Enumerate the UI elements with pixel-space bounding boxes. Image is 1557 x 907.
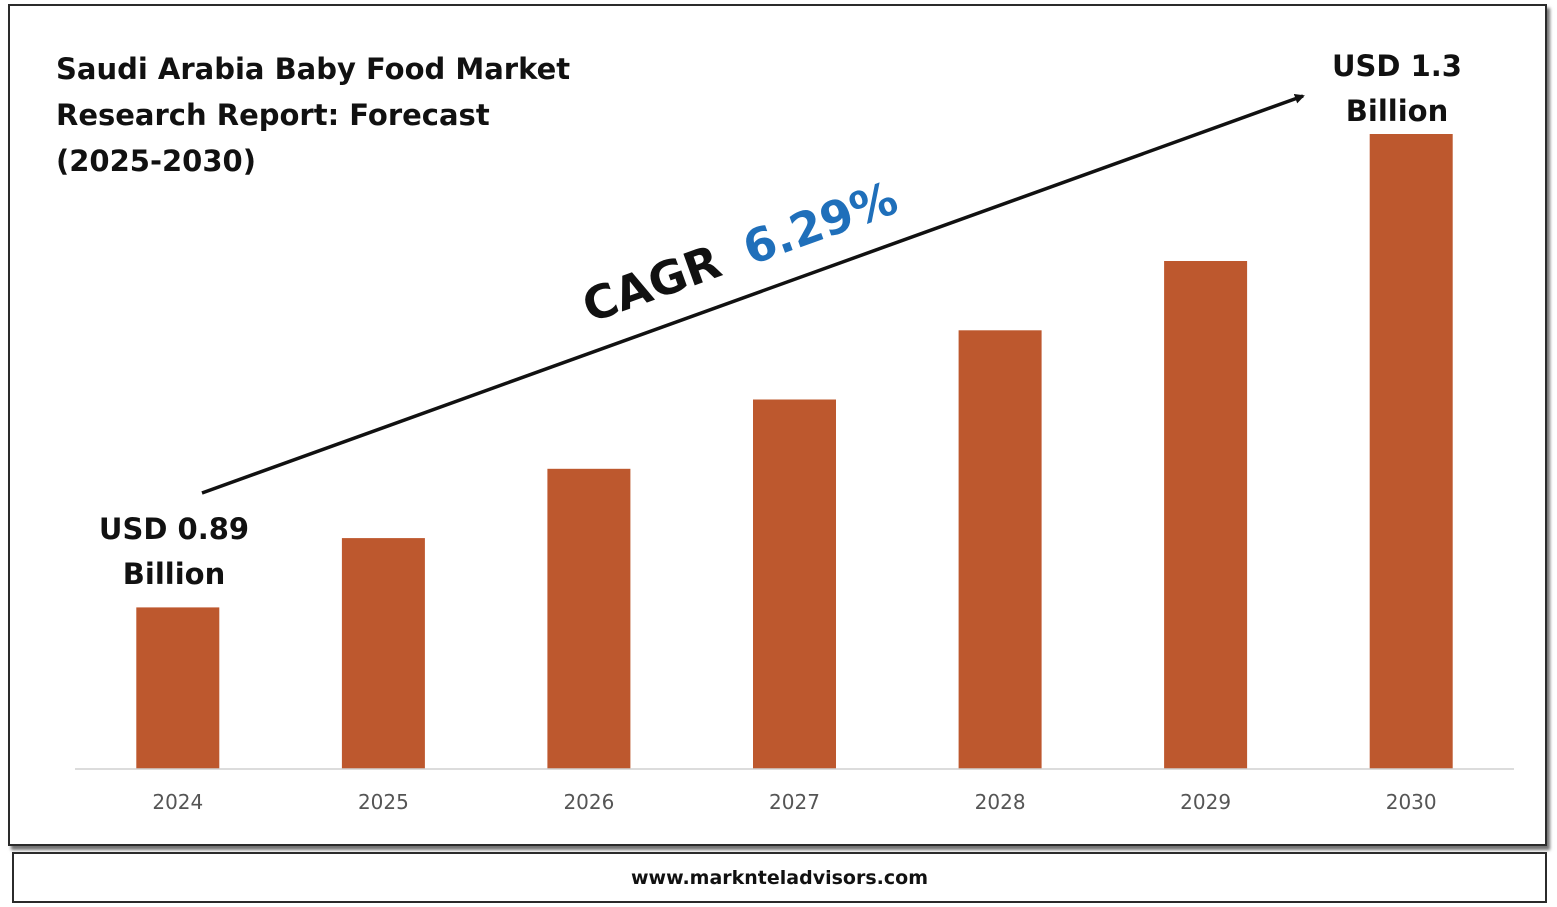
- bars: [136, 134, 1453, 769]
- bar-2024: [136, 607, 220, 769]
- chart-title-line-1: Saudi Arabia Baby Food Market: [56, 52, 571, 86]
- x-tick-labels: 2024 2025 2026 2027 2028 2029 2030: [152, 790, 1436, 814]
- x-tick-label-2028: 2028: [975, 790, 1026, 814]
- x-tick-label-2029: 2029: [1180, 790, 1231, 814]
- cagr-label: CAGR: [575, 234, 727, 333]
- chart-title-line-3: (2025-2030): [56, 144, 256, 178]
- cagr-annotation: CAGR 6.29%: [575, 171, 904, 334]
- cagr-value: 6.29%: [736, 171, 904, 276]
- bar-2026: [547, 468, 631, 769]
- footer-url[interactable]: www.marknteladvisors.com: [631, 866, 928, 889]
- x-tick-label-2025: 2025: [358, 790, 409, 814]
- x-tick-label-2027: 2027: [769, 790, 820, 814]
- chart-title: Saudi Arabia Baby Food Market Research R…: [56, 46, 616, 184]
- x-tick-label-2026: 2026: [563, 790, 614, 814]
- bar-chart: 2024 2025 2026 2027 2028 2029 2030 CAGR 6.29% …: [75, 49, 1514, 814]
- start-value-label-line-1: USD 0.89: [99, 512, 249, 546]
- chart-title-line-2: Research Report: Forecast: [56, 98, 490, 132]
- growth-arrow: [201, 94, 1305, 495]
- footer: www.marknteladvisors.com: [12, 852, 1547, 903]
- start-value-label-line-2: Billion: [123, 557, 225, 591]
- bar-2028: [958, 330, 1042, 769]
- bar-2025: [341, 538, 425, 769]
- x-tick-label-2024: 2024: [152, 790, 203, 814]
- end-value-label-line-2: Billion: [1346, 94, 1448, 128]
- x-tick-label-2030: 2030: [1386, 790, 1437, 814]
- bar-2029: [1164, 261, 1248, 769]
- bar-2027: [753, 399, 836, 769]
- end-value-label-line-1: USD 1.3: [1332, 49, 1462, 83]
- bar-2030: [1369, 134, 1453, 769]
